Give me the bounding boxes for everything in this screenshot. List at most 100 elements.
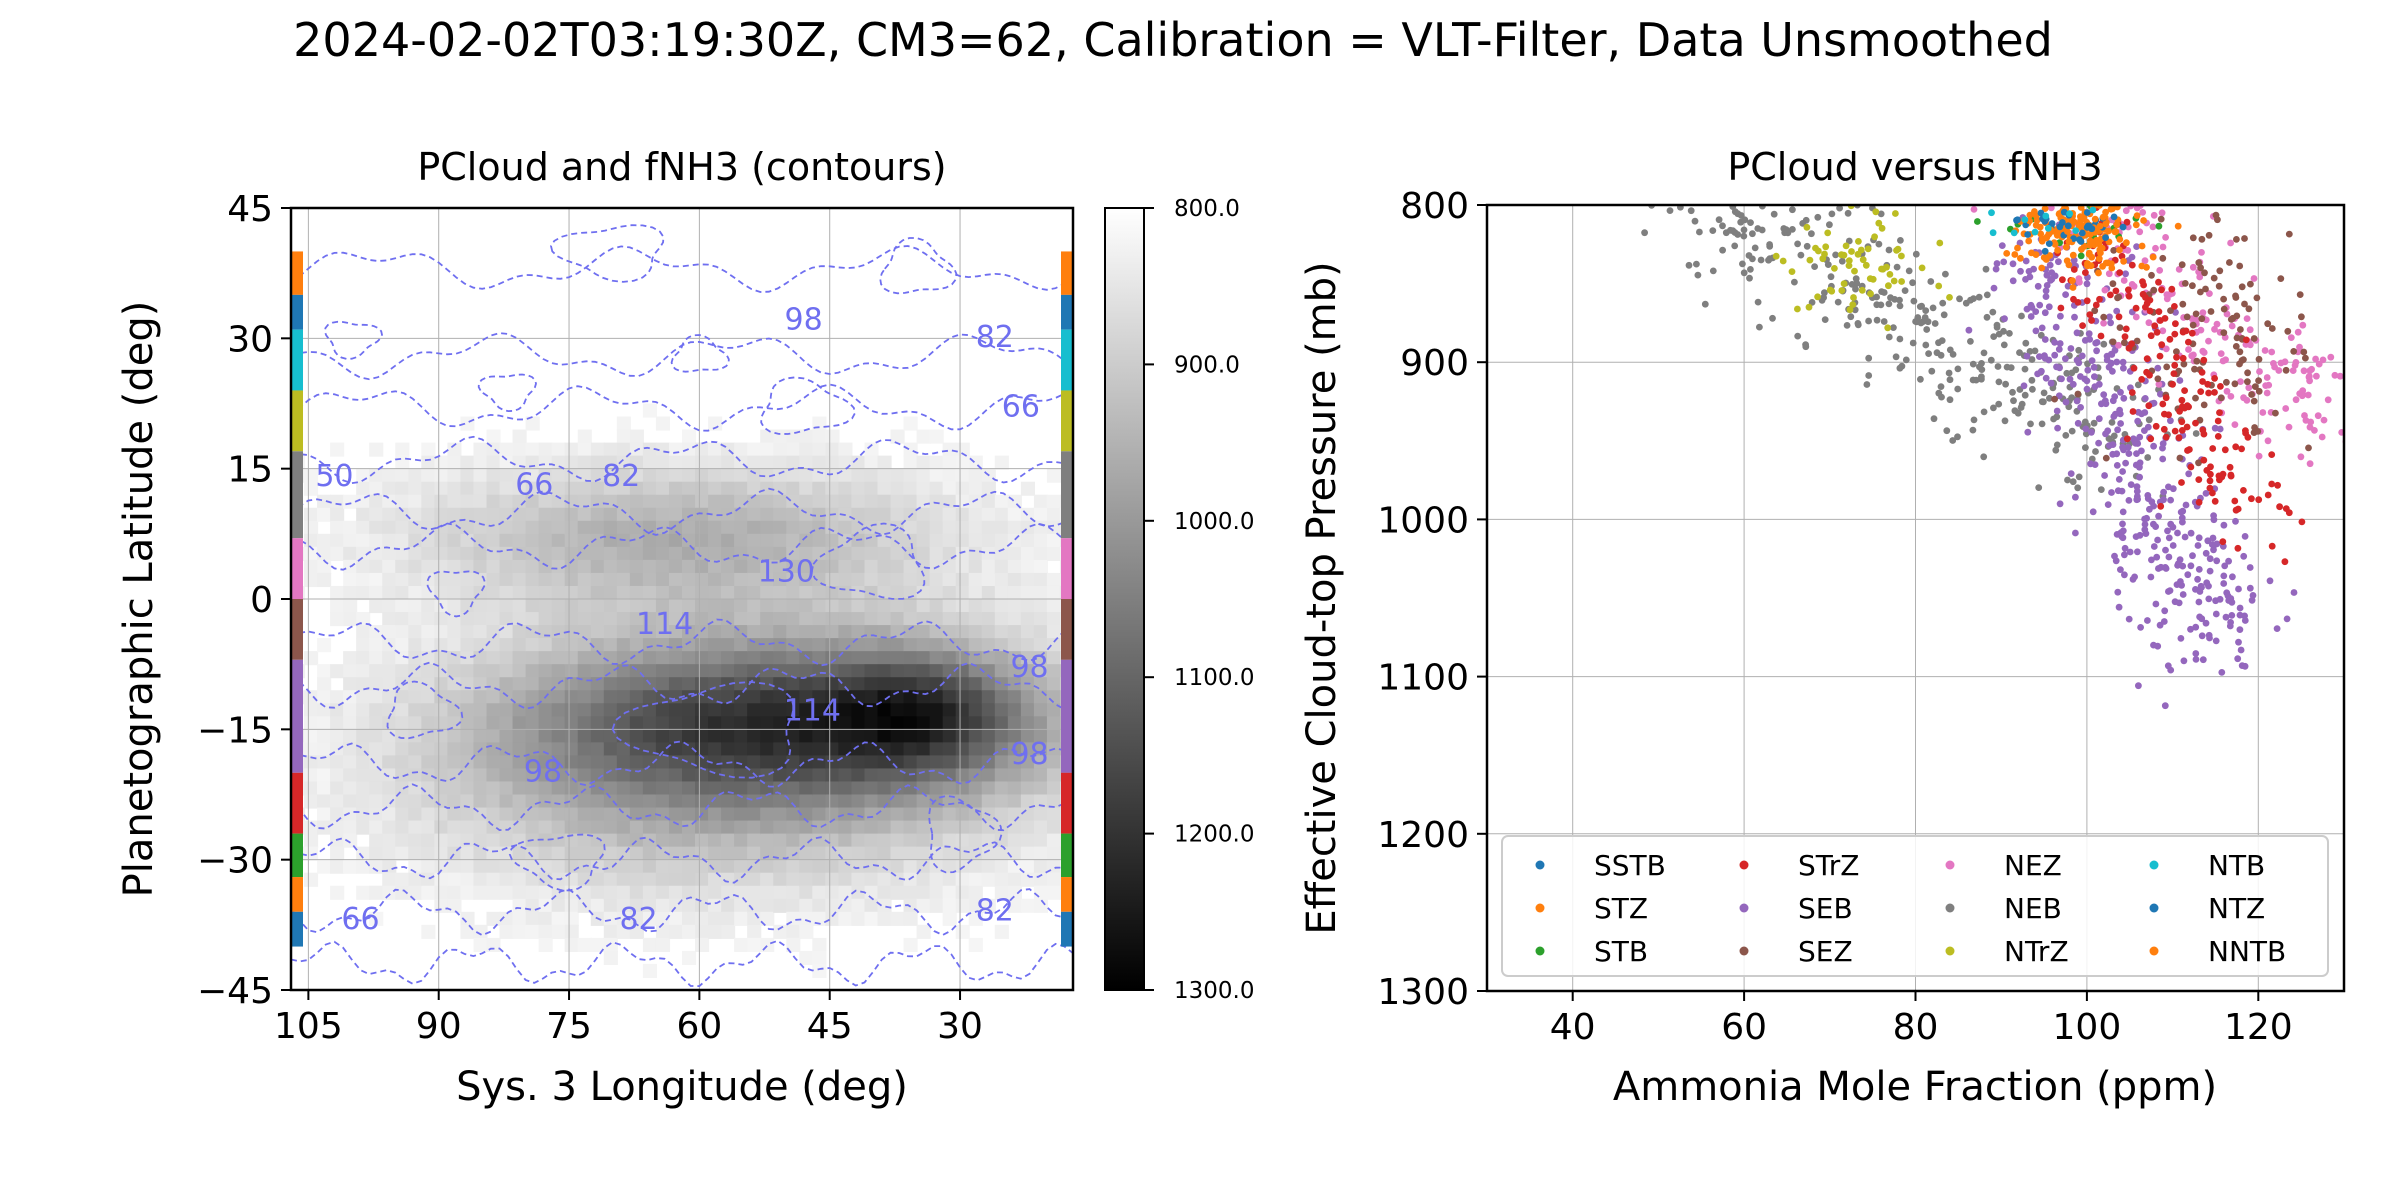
scatter-point-strz xyxy=(2161,315,2169,322)
scatter-point-seb xyxy=(2159,444,2166,452)
contour-line xyxy=(550,224,665,283)
heatmap-cell xyxy=(916,455,931,470)
heatmap-cell xyxy=(551,546,566,561)
heatmap-cell xyxy=(812,533,827,548)
heatmap-cell xyxy=(642,703,657,718)
heatmap-cell xyxy=(825,599,840,614)
heatmap-cell xyxy=(695,781,710,796)
scatter-point-strz xyxy=(2082,269,2089,276)
heatmap-cell xyxy=(812,612,827,627)
scatter-point-seb xyxy=(2141,395,2149,402)
heatmap-cell xyxy=(877,651,892,666)
scatter-point-seb xyxy=(2022,257,2030,265)
scatter-point-seb xyxy=(2067,470,2075,477)
heatmap-cell xyxy=(890,572,905,588)
heatmap-cell xyxy=(799,898,814,913)
heatmap-cell xyxy=(564,846,579,861)
heatmap-cell xyxy=(890,742,905,757)
y-tick-label: −45 xyxy=(197,971,273,1012)
scatter-point-seb xyxy=(2134,417,2142,425)
heatmap-cell xyxy=(538,612,553,627)
heatmap-cell xyxy=(734,846,749,861)
scatter-point-seb xyxy=(2077,373,2084,380)
heatmap-cell xyxy=(942,533,957,548)
scatter-point-ntrz xyxy=(1869,275,1877,283)
heatmap-cell xyxy=(642,468,657,483)
heatmap-cell xyxy=(799,455,814,470)
heatmap-cell xyxy=(655,416,671,431)
contour-line xyxy=(291,618,1073,667)
heatmap-cell xyxy=(421,846,436,861)
heatmap-cell xyxy=(499,664,514,679)
heatmap-cell xyxy=(799,559,814,574)
scatter-point-seb xyxy=(2144,617,2151,624)
scatter-point-seb xyxy=(2202,549,2210,557)
contour-label: 98 xyxy=(785,303,823,338)
scatter-point-neb xyxy=(1827,273,1835,281)
heatmap-cell xyxy=(682,898,697,913)
heatmap-cell xyxy=(838,546,853,561)
heatmap-cell xyxy=(695,494,710,509)
heatmap-cell xyxy=(408,794,423,809)
heatmap-cell xyxy=(903,703,918,718)
heatmap-cell xyxy=(903,651,918,666)
scatter-point-neb xyxy=(1949,351,1957,358)
heatmap-cell xyxy=(512,794,527,809)
heatmap-cell xyxy=(421,585,436,601)
scatter-point-sez xyxy=(2195,459,2202,467)
heatmap-cell xyxy=(851,807,866,822)
legend-label-ntb: NTB xyxy=(2208,849,2265,882)
heatmap-cell xyxy=(499,533,514,548)
heatmap-cell xyxy=(473,507,488,522)
heatmap-cell xyxy=(864,885,879,900)
scatter-point-neb xyxy=(1995,400,2003,408)
heatmap-cell xyxy=(590,729,605,744)
heatmap-cell xyxy=(447,677,462,692)
heatmap-cell xyxy=(590,859,605,874)
heatmap-cell xyxy=(799,768,814,783)
heatmap-cell xyxy=(447,494,462,509)
scatter-point-strz xyxy=(2057,304,2065,312)
heatmap-cell xyxy=(1007,820,1022,835)
heatmap-cell xyxy=(421,859,436,874)
heatmap-cell xyxy=(655,924,671,939)
heatmap-cell xyxy=(877,885,892,900)
scatter-point-ntz xyxy=(2060,208,2068,216)
scatter-point-neb xyxy=(1942,270,1949,278)
heatmap-cell xyxy=(564,885,579,900)
heatmap-cell xyxy=(1007,533,1022,548)
scatter-point-stz xyxy=(2069,251,2077,259)
heatmap-cell xyxy=(382,533,397,548)
heatmap-cell xyxy=(512,859,527,874)
heatmap-cell xyxy=(708,455,723,470)
scatter-point-seb xyxy=(2051,351,2059,359)
scatter-point-neb xyxy=(1880,318,1888,325)
heatmap-cell xyxy=(447,729,462,744)
scatter-point-ntrz xyxy=(1867,290,1874,298)
heatmap-cell xyxy=(538,455,553,470)
scatter-point-ntrz xyxy=(1779,257,1787,265)
scatter-point-seb xyxy=(2159,455,2167,463)
heatmap-cell xyxy=(668,820,684,835)
scatter-point-seb xyxy=(2155,512,2163,520)
scatter-point-ntrz xyxy=(1854,250,1862,258)
heatmap-cell xyxy=(382,572,397,588)
heatmap-cell xyxy=(538,520,553,535)
scatter-point-strz xyxy=(2129,408,2137,415)
scatter-point-seb xyxy=(2055,258,2062,266)
scatter-point-seb xyxy=(2073,329,2081,337)
heatmap-cell xyxy=(551,833,566,848)
heatmap-cell xyxy=(486,716,501,731)
heatmap-cell xyxy=(890,820,905,835)
scatter-point-sez xyxy=(2200,401,2208,409)
heatmap-cell xyxy=(668,911,684,926)
scatter-point-strz xyxy=(2138,376,2146,383)
scatter-point-seb xyxy=(2052,323,2060,331)
heatmap-cell xyxy=(551,533,566,548)
heatmap-cell xyxy=(812,963,827,979)
heatmap-cell xyxy=(460,911,475,926)
heatmap-cell xyxy=(981,533,996,548)
heatmap-cell xyxy=(786,664,801,679)
scatter-point-strz xyxy=(2096,295,2103,303)
